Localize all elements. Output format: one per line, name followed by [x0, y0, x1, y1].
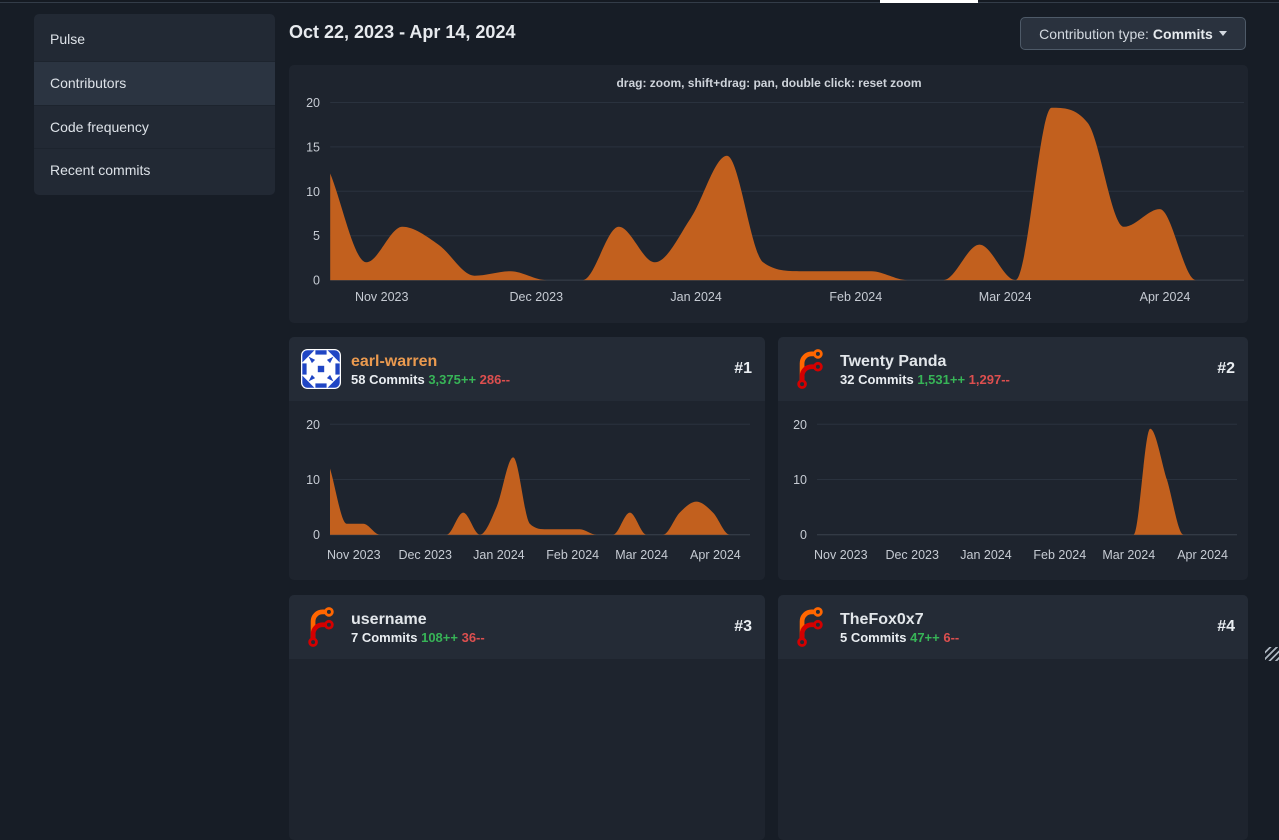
- svg-text:Feb 2024: Feb 2024: [546, 548, 599, 562]
- svg-text:Dec 2023: Dec 2023: [885, 548, 939, 562]
- svg-text:Feb 2024: Feb 2024: [1033, 548, 1086, 562]
- svg-text:Mar 2024: Mar 2024: [979, 290, 1032, 304]
- svg-text:Jan 2024: Jan 2024: [473, 548, 524, 562]
- svg-text:20: 20: [306, 418, 320, 432]
- svg-text:Jan 2024: Jan 2024: [960, 548, 1011, 562]
- svg-text:Mar 2024: Mar 2024: [1102, 548, 1155, 562]
- svg-text:drag: zoom, shift+drag: pan, d: drag: zoom, shift+drag: pan, double clic…: [616, 76, 921, 90]
- svg-text:10: 10: [306, 473, 320, 487]
- svg-text:0: 0: [800, 528, 807, 542]
- svg-text:Mar 2024: Mar 2024: [615, 548, 668, 562]
- svg-text:20: 20: [793, 418, 807, 432]
- svg-text:Nov 2023: Nov 2023: [327, 548, 381, 562]
- svg-text:10: 10: [306, 185, 320, 199]
- svg-text:Dec 2023: Dec 2023: [398, 548, 452, 562]
- svg-text:15: 15: [306, 140, 320, 154]
- svg-text:0: 0: [313, 274, 320, 288]
- svg-text:Nov 2023: Nov 2023: [355, 290, 409, 304]
- svg-text:0: 0: [313, 528, 320, 542]
- svg-text:20: 20: [306, 96, 320, 110]
- svg-text:Nov 2023: Nov 2023: [814, 548, 868, 562]
- svg-text:5: 5: [313, 229, 320, 243]
- svg-text:Apr 2024: Apr 2024: [1177, 548, 1228, 562]
- svg-text:Dec 2023: Dec 2023: [510, 290, 564, 304]
- svg-text:Apr 2024: Apr 2024: [690, 548, 741, 562]
- svg-text:Apr 2024: Apr 2024: [1140, 290, 1191, 304]
- svg-text:Jan 2024: Jan 2024: [670, 290, 721, 304]
- svg-text:10: 10: [793, 473, 807, 487]
- svg-text:Feb 2024: Feb 2024: [829, 290, 882, 304]
